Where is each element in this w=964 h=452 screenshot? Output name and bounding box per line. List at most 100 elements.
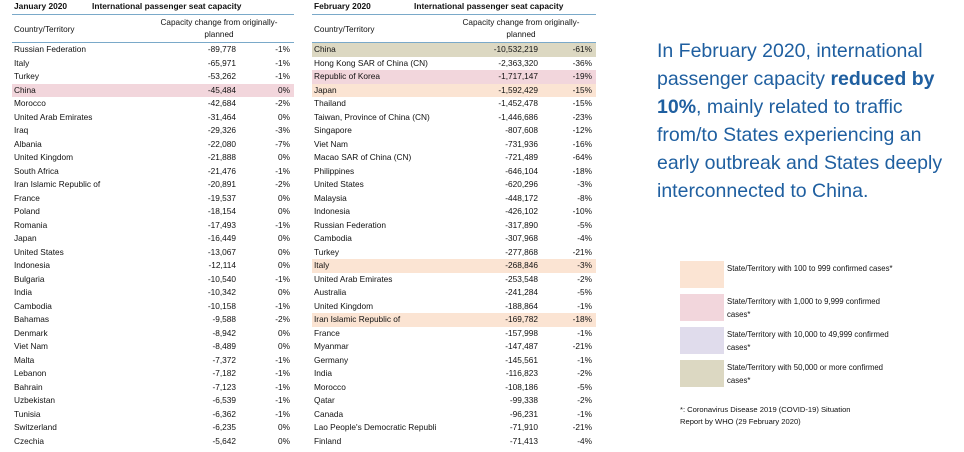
table-row: Czechia -5,642 0% xyxy=(12,435,294,449)
row-capacity-change: -6,235 xyxy=(212,422,236,432)
row-percent-change: -2% xyxy=(275,314,290,324)
row-percent-change: -2% xyxy=(577,395,592,405)
footnote-line2: Report by WHO (29 February 2020) xyxy=(680,417,801,426)
row-country: Tunisia xyxy=(14,408,41,419)
table-row: Malaysia -448,172 -8% xyxy=(312,192,596,206)
february-rows: China -10,532,219 -61% Hong Kong SAR of Chi… xyxy=(312,43,596,448)
row-percent-change: -1% xyxy=(577,327,592,338)
row-percent-change: -1% xyxy=(275,71,290,81)
january-col-capacity-line2: planned xyxy=(204,30,234,39)
row-country: Finland xyxy=(314,435,342,446)
table-row: Australia -241,284 -5% xyxy=(312,286,596,300)
table-row: Canada -96,231 -1% xyxy=(312,408,596,422)
table-row: Iraq -29,326 -3% xyxy=(12,124,294,138)
row-percent-change: -1% xyxy=(275,219,290,230)
february-month-label: February 2020 xyxy=(314,1,371,11)
row-percent-change: 0% xyxy=(278,84,290,95)
table-row: India -10,342 0% xyxy=(12,286,294,300)
row-capacity-change: -1,592,429 xyxy=(498,84,538,95)
row-country: Denmark xyxy=(14,327,48,338)
row-percent-change: -61% xyxy=(572,44,592,54)
row-percent-change: -1% xyxy=(275,273,290,284)
table-row: Romania -17,493 -1% xyxy=(12,219,294,233)
row-percent-change: 0% xyxy=(278,233,290,243)
row-country: Iran Islamic Republic of xyxy=(14,179,101,189)
row-country: Hong Kong SAR of China (CN) xyxy=(314,57,428,68)
legend-swatch xyxy=(680,327,724,354)
row-capacity-change: -65,971 xyxy=(207,57,236,68)
row-capacity-change: -307,968 xyxy=(505,233,538,243)
row-country: India xyxy=(14,287,32,297)
row-capacity-change: -7,182 xyxy=(212,368,236,378)
row-country: Czechia xyxy=(14,435,44,446)
row-country: Viet Nam xyxy=(14,341,48,351)
january-col-capacity-line1: Capacity change from originally- xyxy=(160,18,278,27)
row-percent-change: -1% xyxy=(275,165,290,176)
row-country: Morocco xyxy=(314,381,346,392)
row-percent-change: 0% xyxy=(278,260,290,270)
row-country: Poland xyxy=(14,206,40,216)
row-percent-change: -18% xyxy=(572,165,592,176)
table-row: Taiwan, Province of China (CN) -1,446,686… xyxy=(312,111,596,125)
row-capacity-change: -22,080 xyxy=(207,138,236,149)
row-percent-change: -1% xyxy=(275,300,290,311)
legend-item: State/Territory with 100 to 999 confirme… xyxy=(680,258,960,291)
table-row: Poland -18,154 0% xyxy=(12,205,294,219)
legend-label: State/Territory with 100 to 999 confirme… xyxy=(727,264,893,273)
row-country: Republic of Korea xyxy=(314,71,380,81)
row-capacity-change: -116,823 xyxy=(505,368,538,378)
row-percent-change: 0% xyxy=(278,422,290,432)
row-country: United States xyxy=(314,179,364,189)
row-percent-change: -8% xyxy=(577,192,592,203)
row-capacity-change: -6,362 xyxy=(212,408,236,419)
row-country: Viet Nam xyxy=(314,138,348,149)
row-country: Italy xyxy=(314,260,330,270)
table-row: Turkey -277,868 -21% xyxy=(312,246,596,260)
row-percent-change: -21% xyxy=(572,246,592,257)
row-capacity-change: -53,262 xyxy=(207,71,236,81)
row-country: Malaysia xyxy=(314,192,347,203)
row-country: Macao SAR of China (CN) xyxy=(314,152,412,162)
row-percent-change: -1% xyxy=(275,395,290,405)
row-country: Taiwan, Province of China (CN) xyxy=(314,111,430,122)
row-capacity-change: -8,942 xyxy=(212,327,236,338)
row-country: Lebanon xyxy=(14,368,47,378)
row-capacity-change: -18,154 xyxy=(207,206,236,216)
row-capacity-change: -13,067 xyxy=(207,246,236,257)
row-capacity-change: -317,890 xyxy=(505,219,538,230)
row-percent-change: -1% xyxy=(275,368,290,378)
row-capacity-change: -45,484 xyxy=(207,84,236,95)
table-row: Bulgaria -10,540 -1% xyxy=(12,273,294,287)
row-capacity-change: -620,296 xyxy=(505,179,538,189)
table-row: Indonesia -12,114 0% xyxy=(12,259,294,273)
table-row: United States -620,296 -3% xyxy=(312,178,596,192)
row-percent-change: -2% xyxy=(275,179,290,189)
summary-bold: reduced by 10% xyxy=(657,68,935,118)
row-capacity-change: -17,493 xyxy=(207,219,236,230)
table-row: Cambodia -307,968 -4% xyxy=(312,232,596,246)
row-percent-change: -15% xyxy=(572,84,592,95)
summary-text: In February 2020, international passenge… xyxy=(657,37,957,205)
row-capacity-change: -646,104 xyxy=(505,165,538,176)
row-capacity-change: -16,449 xyxy=(207,233,236,243)
february-col-capacity-line1: Capacity change from originally- xyxy=(462,18,580,27)
row-capacity-change: -188,864 xyxy=(505,300,538,311)
row-country: Iraq xyxy=(14,125,29,135)
row-capacity-change: -19,537 xyxy=(207,192,236,203)
row-country: Canada xyxy=(314,408,344,419)
row-capacity-change: -268,846 xyxy=(505,260,538,270)
row-percent-change: -1% xyxy=(275,408,290,419)
row-country: United Arab Emirates xyxy=(14,111,93,122)
table-row: France -19,537 0% xyxy=(12,192,294,206)
table-row: Lao People's Democratic Republi -71,910 -2… xyxy=(312,421,596,435)
row-country: Lao People's Democratic Republi xyxy=(314,422,437,432)
table-row: India -116,823 -2% xyxy=(312,367,596,381)
row-capacity-change: -71,413 xyxy=(509,435,538,446)
row-country: Bahrain xyxy=(14,381,43,392)
table-row: Qatar -99,338 -2% xyxy=(312,394,596,408)
row-country: United States xyxy=(14,246,64,257)
table-row: Iran Islamic Republic of -169,782 -18% xyxy=(312,313,596,327)
row-percent-change: -64% xyxy=(572,152,592,162)
row-country: Uzbekistan xyxy=(14,395,56,405)
row-percent-change: -23% xyxy=(572,111,592,122)
